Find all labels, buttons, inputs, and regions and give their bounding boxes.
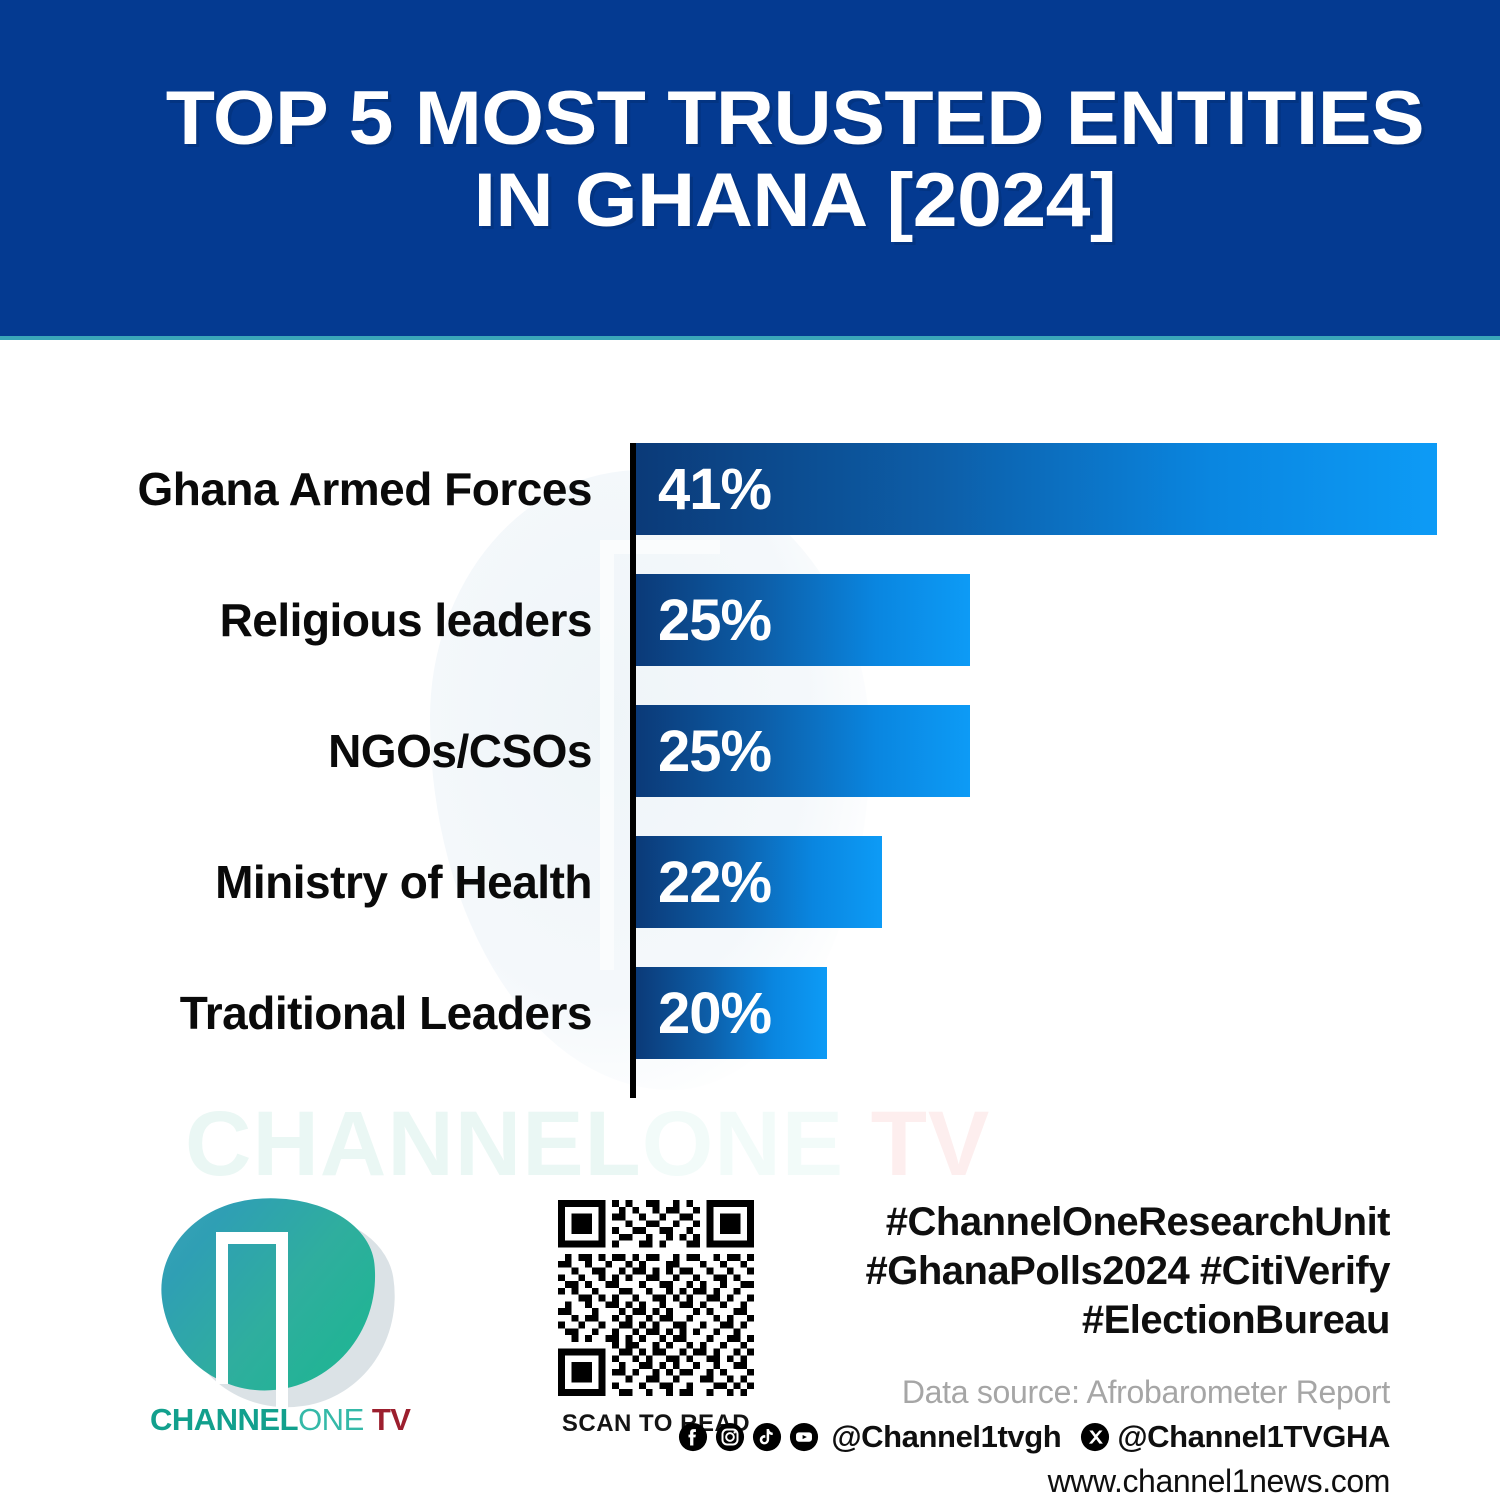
logo-word-tv: TV — [363, 1402, 411, 1437]
chart-axis-line — [630, 443, 636, 1098]
tiktok-icon[interactable] — [752, 1422, 782, 1452]
instagram-icon[interactable] — [715, 1422, 745, 1452]
category-label-2: NGOs/CSOs — [328, 725, 592, 777]
social-handles-row: @Channel1tvgh @Channel1TVGHA — [679, 1419, 1390, 1455]
category-label-1: Religious leaders — [219, 594, 593, 646]
bar-4: 20% — [636, 967, 827, 1059]
category-label-0: Ghana Armed Forces — [137, 463, 592, 515]
x-twitter-icon[interactable] — [1080, 1422, 1110, 1452]
chart-row-4: Traditional Leaders 20% — [0, 967, 1500, 1059]
page-title: TOP 5 MOST TRUSTED ENTITIES IN GHANA [20… — [90, 76, 1500, 244]
bar-0: 41% — [636, 443, 1437, 535]
bar-3: 22% — [636, 836, 882, 928]
bar-value-1: 25% — [658, 588, 772, 653]
bar-2: 25% — [636, 705, 970, 797]
bar-chart: Ghana Armed Forces 41% Religious leaders… — [0, 443, 1500, 1098]
title-line-1: TOP 5 MOST TRUSTED ENTITIES — [165, 76, 1425, 161]
category-label-4: Traditional Leaders — [179, 987, 593, 1039]
youtube-icon[interactable] — [789, 1422, 819, 1452]
chart-row-1: Religious leaders 25% — [0, 574, 1500, 666]
hashtag-block: #ChannelOneResearchUnit #GhanaPolls2024 … — [790, 1198, 1390, 1344]
bar-value-2: 25% — [658, 719, 772, 784]
logo-digit-one-icon — [216, 1232, 288, 1384]
social-handle-x[interactable]: @Channel1TVGHA — [1117, 1419, 1390, 1455]
data-source-label: Data source: Afrobarometer Report — [901, 1374, 1390, 1411]
category-label-3: Ministry of Health — [215, 856, 592, 908]
logo-word-one: ONE — [298, 1402, 364, 1437]
header-banner: TOP 5 MOST TRUSTED ENTITIES IN GHANA [20… — [0, 0, 1500, 340]
bar-value-4: 20% — [658, 981, 772, 1046]
hashtag-line-0: #ChannelOneResearchUnit — [885, 1200, 1391, 1244]
bar-value-3: 22% — [658, 850, 772, 915]
logo-digit-one-stem — [276, 1232, 288, 1432]
website-url[interactable]: www.channel1news.com — [1047, 1463, 1391, 1500]
chart-row-2: NGOs/CSOs 25% — [0, 705, 1500, 797]
chart-row-0: Ghana Armed Forces 41% — [0, 443, 1500, 535]
footer: CHANNELONE TV — [0, 1180, 1500, 1500]
channelone-logo: CHANNELONE TV — [140, 1187, 440, 1440]
footer-info-column: #ChannelOneResearchUnit #GhanaPolls2024 … — [679, 1198, 1391, 1500]
qr-code-icon[interactable] — [558, 1200, 754, 1396]
facebook-icon[interactable] — [678, 1422, 708, 1452]
bar-1: 25% — [636, 574, 970, 666]
hashtag-line-1: #GhanaPolls2024 #CitiVerify — [865, 1248, 1390, 1293]
title-line-2: IN GHANA [2024] — [473, 158, 1117, 244]
social-handle-main[interactable]: @Channel1tvgh — [831, 1419, 1062, 1455]
qr-code-block[interactable]: SCAN TO READ — [546, 1200, 766, 1438]
bar-value-0: 41% — [658, 457, 772, 522]
logo-wordmark: CHANNELONE TV — [150, 1402, 430, 1438]
chart-row-3: Ministry of Health 22% — [0, 836, 1500, 928]
hashtag-line-2: #ElectionBureau — [1081, 1297, 1391, 1342]
logo-word-channel: CHANNEL — [150, 1402, 299, 1437]
